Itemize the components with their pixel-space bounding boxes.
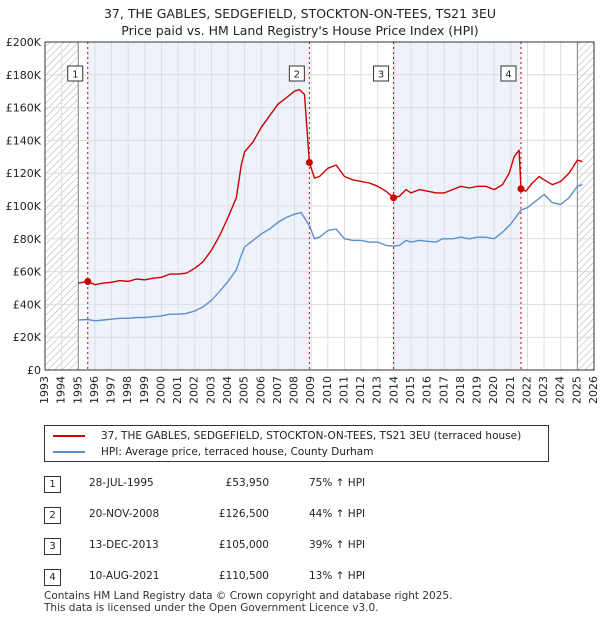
sale-date: 10-AUG-2021 xyxy=(89,570,160,582)
plot-border xyxy=(44,41,595,371)
x-tick-label: 2020 xyxy=(487,376,500,404)
x-tick-label: 2011 xyxy=(337,376,350,404)
x-tick-label: 2022 xyxy=(520,376,533,404)
sale-point xyxy=(517,185,525,193)
y-tick-label: £100K xyxy=(6,200,42,213)
sales-table: 1 28-JUL-1995 £53,950 75% ↑ HPI 2 20-NOV… xyxy=(44,472,444,596)
sale-point xyxy=(84,278,92,286)
x-tick-label: 2005 xyxy=(238,376,251,404)
x-tick-label: 2023 xyxy=(537,376,550,404)
sale-label-box xyxy=(373,65,390,82)
x-tick-label: 2016 xyxy=(421,376,434,404)
y-tick-label: £160K xyxy=(6,102,42,115)
sale-number-badge: 4 xyxy=(44,569,61,586)
x-tick-label: 2014 xyxy=(387,376,400,404)
sale-hpi-change: 13% ↑ HPI xyxy=(309,570,366,582)
footer-licence: This data is licensed under the Open Gov… xyxy=(44,602,379,614)
sale-row: 3 13-DEC-2013 £105,000 39% ↑ HPI xyxy=(44,534,444,565)
x-tick-label: 1995 xyxy=(71,376,84,404)
y-tick-label: £40K xyxy=(13,298,42,311)
sale-label-box xyxy=(500,65,517,82)
y-tick-label: £140K xyxy=(6,134,42,147)
sale-number-badge: 3 xyxy=(44,538,61,555)
legend: 37, THE GABLES, SEDGEFIELD, STOCKTON-ON-… xyxy=(44,425,549,462)
y-tick-label: £0 xyxy=(27,364,41,377)
x-tick-label: 2024 xyxy=(554,376,567,404)
x-tick-label: 2009 xyxy=(304,376,317,404)
x-tick-label: 2010 xyxy=(321,376,334,404)
hpi-line xyxy=(78,184,583,322)
footer: Contains HM Land Registry data © Crown c… xyxy=(44,590,452,614)
sale-point xyxy=(305,159,313,167)
x-tick-label: 1996 xyxy=(88,376,101,404)
legend-label-property: 37, THE GABLES, SEDGEFIELD, STOCKTON-ON-… xyxy=(101,430,522,442)
sale-hpi-change: 75% ↑ HPI xyxy=(309,477,366,489)
x-tick-label: 2004 xyxy=(221,376,234,404)
x-tick-label: 2026 xyxy=(587,376,600,404)
y-tick-label: £120K xyxy=(6,167,42,180)
sale-label-number: 3 xyxy=(378,70,384,81)
x-tick-label: 2007 xyxy=(271,376,284,404)
sale-price: £105,000 xyxy=(218,539,269,551)
property-price-line xyxy=(78,88,583,286)
legend-item-hpi: HPI: Average price, terraced house, Coun… xyxy=(53,444,373,460)
legend-item-property: 37, THE GABLES, SEDGEFIELD, STOCKTON-ON-… xyxy=(53,428,521,444)
sale-price: £126,500 xyxy=(218,508,269,520)
y-tick-label: £180K xyxy=(6,69,42,82)
y-tick-label: £60K xyxy=(13,266,42,279)
x-tick-label: 2001 xyxy=(171,376,184,404)
chart-svg: £0 £20K £40K £60K £80K £100K £120K £140K £160K £1… xyxy=(6,36,600,404)
y-tick-label: £20K xyxy=(13,331,42,344)
x-tick-label: 2003 xyxy=(204,376,217,404)
sale-row: 2 20-NOV-2008 £126,500 44% ↑ HPI xyxy=(44,503,444,534)
x-tick-label: 1994 xyxy=(55,376,68,404)
sale-hpi-change: 39% ↑ HPI xyxy=(309,539,366,551)
footer-copyright: Contains HM Land Registry data © Crown c… xyxy=(44,590,453,602)
x-tick-label: 1993 xyxy=(38,376,51,404)
x-tick-label: 2002 xyxy=(188,376,201,404)
chart-subtitle: Price paid vs. HM Land Registry's House … xyxy=(121,23,479,38)
x-tick-label: 2013 xyxy=(371,376,384,404)
x-tick-label: 2021 xyxy=(504,376,517,404)
sale-date: 20-NOV-2008 xyxy=(89,508,160,520)
x-tick-label: 2017 xyxy=(437,376,450,404)
legend-swatch-property xyxy=(53,435,85,437)
sale-date: 13-DEC-2013 xyxy=(89,539,159,551)
sale-number-badge: 2 xyxy=(44,507,61,524)
x-tick-label: 2006 xyxy=(254,376,267,404)
sale-label-box xyxy=(288,65,305,82)
legend-label-hpi: HPI: Average price, terraced house, Coun… xyxy=(101,446,374,458)
x-tick-label: 2019 xyxy=(471,376,484,404)
x-tick-label: 1998 xyxy=(121,376,134,404)
x-tick-label: 2012 xyxy=(354,376,367,404)
sale-label-box xyxy=(67,65,84,82)
sale-row: 4 10-AUG-2021 £110,500 13% ↑ HPI xyxy=(44,565,444,596)
sale-label-number: 4 xyxy=(505,70,511,81)
chart-title: 37, THE GABLES, SEDGEFIELD, STOCKTON-ON-… xyxy=(103,6,497,21)
sale-row: 1 28-JUL-1995 £53,950 75% ↑ HPI xyxy=(44,472,444,503)
x-tick-label: 1997 xyxy=(105,376,118,404)
x-tick-label: 2018 xyxy=(454,376,467,404)
sale-label-number: 2 xyxy=(294,70,300,81)
sale-price: £53,950 xyxy=(225,477,269,489)
x-tick-label: 2008 xyxy=(288,376,301,404)
x-tick-label: 2000 xyxy=(154,376,167,404)
x-tick-label: 2025 xyxy=(570,376,583,404)
x-tick-label: 2015 xyxy=(404,376,417,404)
y-tick-label: £80K xyxy=(13,233,42,246)
sale-number-badge: 1 xyxy=(44,476,61,493)
sale-point xyxy=(390,194,398,202)
y-tick-label: £200K xyxy=(6,36,42,49)
sale-label-number: 1 xyxy=(72,70,78,81)
x-tick-label: 1999 xyxy=(138,376,151,404)
sale-price: £110,500 xyxy=(218,570,269,582)
sale-date: 28-JUL-1995 xyxy=(89,477,154,489)
legend-swatch-hpi xyxy=(53,451,85,453)
sale-hpi-change: 44% ↑ HPI xyxy=(309,508,366,520)
